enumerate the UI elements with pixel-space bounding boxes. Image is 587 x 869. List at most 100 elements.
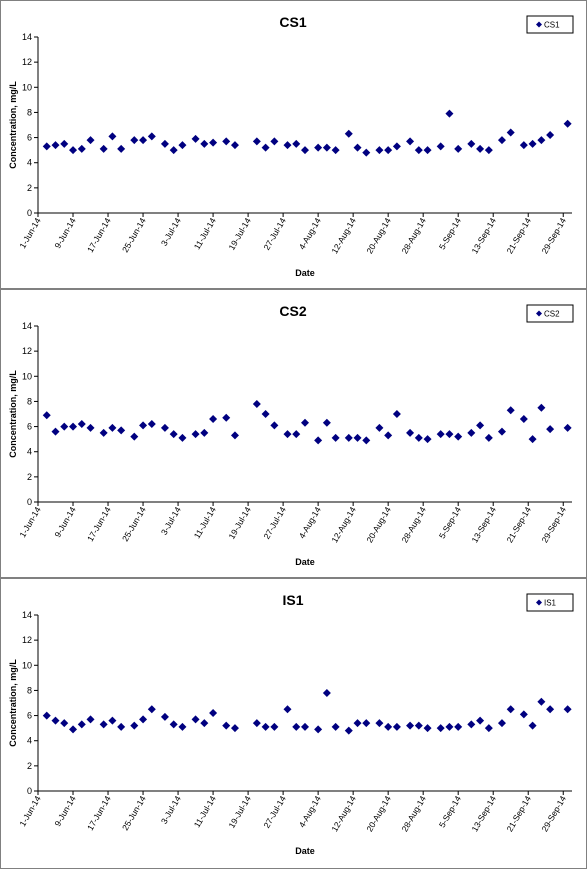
data-point — [283, 141, 292, 150]
data-point — [392, 410, 401, 418]
data-point — [406, 721, 415, 730]
data-point — [69, 725, 78, 734]
data-point — [99, 144, 108, 153]
y-tick-label: 2 — [27, 472, 32, 482]
data-point — [476, 716, 485, 725]
data-point — [69, 422, 78, 431]
data-point — [51, 427, 60, 436]
data-point — [384, 431, 393, 440]
data-point — [301, 146, 309, 155]
data-point — [77, 720, 86, 729]
data-point — [209, 415, 218, 424]
data-point — [546, 705, 555, 714]
data-point — [467, 720, 476, 729]
data-point — [230, 141, 239, 150]
data-point — [51, 141, 60, 150]
y-tick-label: 8 — [27, 685, 32, 695]
data-point — [445, 430, 454, 439]
data-point — [563, 705, 572, 714]
data-point — [497, 427, 506, 436]
data-point — [436, 142, 445, 151]
data-point — [353, 143, 362, 152]
data-point — [108, 132, 117, 141]
data-point — [537, 136, 546, 145]
data-point — [252, 137, 261, 146]
data-point — [563, 119, 572, 128]
data-point — [42, 711, 51, 720]
data-point — [414, 146, 423, 155]
data-point — [497, 136, 506, 145]
y-tick-label: 10 — [22, 660, 32, 670]
data-point — [519, 415, 528, 424]
y-axis-label: Concentration, mg/L — [8, 659, 18, 747]
data-point — [108, 423, 117, 432]
legend-marker — [536, 21, 542, 28]
data-point — [261, 722, 270, 731]
data-point — [139, 421, 148, 430]
y-tick-label: 6 — [27, 422, 32, 432]
data-point — [436, 430, 445, 439]
data-point — [222, 137, 231, 146]
data-point — [563, 423, 572, 432]
y-tick-label: 2 — [27, 183, 32, 193]
data-point — [362, 436, 371, 445]
data-point — [222, 413, 231, 422]
data-point — [375, 719, 384, 728]
data-point — [117, 426, 126, 435]
data-point — [445, 722, 454, 731]
data-point — [423, 435, 432, 444]
y-axis-label: Concentration, mg/L — [8, 370, 18, 458]
data-point — [99, 428, 108, 437]
data-point — [454, 432, 463, 441]
data-point — [322, 143, 331, 152]
data-point — [42, 142, 51, 151]
data-point — [99, 720, 108, 729]
data-point — [160, 423, 169, 432]
data-point — [169, 430, 178, 439]
legend-box — [526, 593, 574, 612]
data-point — [139, 136, 148, 145]
data-point — [283, 430, 292, 439]
legend-label: CS1 — [544, 21, 560, 30]
data-point — [392, 722, 401, 731]
data-point — [423, 724, 432, 733]
data-point — [314, 725, 323, 734]
data-point — [178, 433, 187, 442]
y-tick-label: 10 — [22, 371, 32, 381]
data-point — [86, 136, 95, 145]
y-tick-label: 2 — [27, 761, 32, 771]
data-point — [117, 144, 126, 153]
data-point — [191, 134, 200, 143]
data-point — [147, 132, 156, 141]
y-tick-label: 12 — [22, 635, 32, 645]
data-point — [270, 722, 279, 731]
data-point — [331, 433, 340, 442]
panel-border — [0, 578, 587, 869]
y-tick-label: 6 — [27, 711, 32, 721]
data-point — [406, 428, 415, 437]
data-point — [506, 406, 515, 415]
data-point — [331, 146, 340, 155]
y-tick-label: 4 — [27, 158, 32, 168]
data-point — [108, 716, 117, 725]
data-point — [454, 144, 463, 153]
data-point — [546, 425, 555, 434]
data-point — [252, 719, 261, 728]
y-tick-label: 4 — [27, 447, 32, 457]
data-point — [344, 726, 353, 735]
data-point — [375, 146, 384, 155]
data-point — [60, 422, 69, 431]
data-point — [60, 719, 69, 728]
y-tick-label: 14 — [22, 321, 32, 331]
data-point — [484, 146, 493, 155]
data-point — [353, 433, 362, 442]
data-point — [476, 144, 485, 153]
legend-marker — [536, 310, 542, 317]
data-point — [160, 139, 169, 148]
data-point — [191, 715, 200, 724]
data-point — [51, 716, 60, 725]
data-point — [160, 712, 169, 721]
data-point — [384, 146, 393, 155]
